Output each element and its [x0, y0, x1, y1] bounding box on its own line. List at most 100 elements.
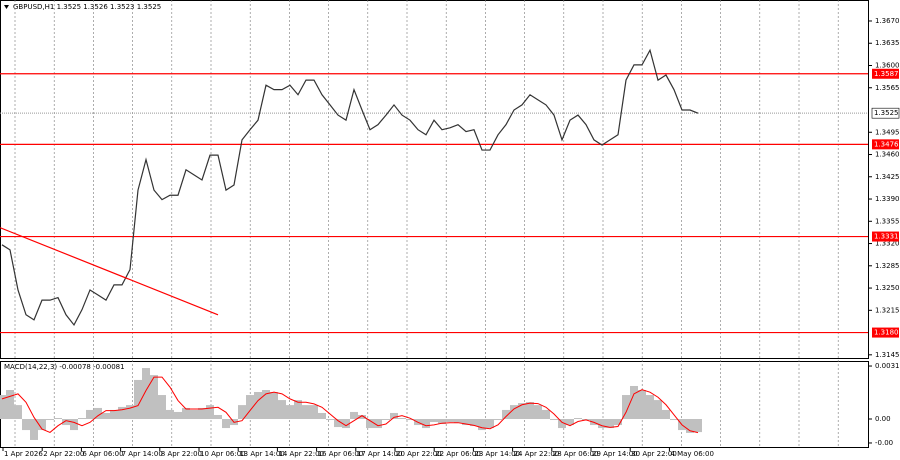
histogram-bar: [102, 412, 110, 420]
histogram-bar: [174, 411, 182, 420]
histogram-bar: [670, 419, 678, 421]
histogram-bar: [486, 419, 494, 429]
y-tick-label: 1.3495: [875, 128, 900, 136]
x-tick-label: 2 Apr 22:00: [43, 450, 84, 458]
histogram-bar: [406, 419, 414, 421]
histogram-bar: [662, 409, 670, 420]
histogram-bar: [542, 409, 550, 420]
y-tick-label: 1.3390: [875, 195, 900, 203]
x-tick-label: 1 Apr 2026: [4, 450, 43, 458]
histogram-bar: [366, 419, 374, 429]
histogram-bar: [606, 419, 614, 429]
histogram-bar: [222, 419, 230, 429]
y-tick-label: 1.3250: [875, 284, 900, 292]
histogram-bar: [206, 405, 214, 420]
x-tick-label: 22 Apr 06:00: [435, 450, 481, 458]
level-label: 1.3476: [874, 140, 899, 148]
histogram-bar: [494, 419, 502, 421]
menu-icon: [4, 5, 9, 9]
histogram-bar: [0, 395, 6, 420]
histogram-bar: [462, 419, 470, 426]
histogram-bar: [6, 390, 14, 420]
histogram-bar: [398, 417, 406, 420]
level-box: [872, 327, 899, 338]
current-price-box: [871, 107, 900, 119]
histogram-bar: [158, 395, 166, 420]
histogram-bar: [166, 409, 174, 420]
histogram-bar: [310, 405, 318, 420]
histogram-bar: [214, 414, 222, 420]
y-tick-label: 1.3320: [875, 240, 900, 248]
x-tick-label: 16 Apr 06:00: [318, 450, 364, 458]
histogram-bar: [374, 419, 382, 429]
histogram-bar: [254, 392, 262, 420]
histogram-bar: [38, 419, 46, 431]
x-tick-label: 24 Apr 22:00: [514, 450, 560, 458]
histogram-bar: [326, 419, 334, 421]
y-tick-label: 1.3565: [875, 84, 900, 92]
histogram-bar: [270, 392, 278, 420]
histogram-bar: [286, 405, 294, 420]
histogram-bar: [470, 419, 478, 427]
histogram-bar: [534, 405, 542, 420]
histogram-bar: [238, 405, 246, 420]
histogram-bar: [510, 405, 518, 420]
histogram-bar: [118, 406, 126, 420]
current-price-label: 1.3525: [874, 109, 899, 117]
y-tick-label: 1.3355: [875, 217, 900, 225]
histogram-bar: [614, 419, 622, 426]
signal-line: [1, 376, 699, 434]
histogram-bar: [598, 419, 606, 429]
x-tick-label: 4 May 06:00: [670, 450, 714, 458]
histogram-bar: [694, 419, 702, 433]
histogram-bar: [150, 375, 158, 420]
x-tick-label: 20 Apr 22:00: [396, 450, 442, 458]
x-tick-label: 8 Apr 22:00: [161, 450, 202, 458]
histogram-bar: [630, 385, 638, 420]
histogram-bar: [278, 400, 286, 420]
macd-title: MACD(14,22,3) -0.00078 -0.00081: [4, 363, 125, 371]
histogram-bar: [622, 395, 630, 420]
y-tick-label: 1.3425: [875, 173, 900, 181]
x-tick-label: 10 Apr 06:00: [200, 450, 246, 458]
histogram-bar: [22, 419, 30, 431]
histogram-bar: [126, 405, 134, 420]
x-tick-label: 28 Apr 06:00: [553, 450, 599, 458]
histogram-bar: [502, 409, 510, 420]
histogram-bar: [558, 419, 566, 429]
trendline: [0, 227, 219, 316]
histogram-bar: [518, 403, 526, 420]
histogram-bar: [198, 407, 206, 420]
y-tick-label: 1.3215: [875, 306, 900, 314]
y-tick-label: 1.3600: [875, 61, 900, 69]
y-tick-label: 1.3285: [875, 262, 900, 270]
histogram-bar: [574, 417, 582, 420]
histogram-bar: [94, 407, 102, 420]
macd-panel: [0, 361, 869, 448]
y-tick-label: 1.3670: [875, 17, 900, 25]
histogram-bar: [302, 405, 310, 420]
histogram-bar: [638, 390, 646, 420]
level-box: [872, 231, 899, 242]
x-tick-label: 29 Apr 14:00: [592, 450, 638, 458]
histogram-bar: [422, 419, 430, 429]
histogram-bar: [54, 417, 62, 420]
y-tick-label: -0.00: [875, 439, 893, 447]
y-tick-label: 1.3145: [875, 351, 900, 359]
histogram-bar: [550, 419, 558, 421]
histogram-bar: [654, 400, 662, 420]
level-label: 1.3331: [874, 233, 899, 241]
histogram-bar: [566, 419, 574, 426]
histogram-bar: [86, 409, 94, 420]
histogram-bar: [46, 419, 54, 421]
histogram-bar: [294, 400, 302, 420]
histogram-bar: [318, 412, 326, 420]
histogram-bar: [30, 419, 38, 440]
histogram-bar: [262, 390, 270, 420]
x-tick-label: 30 Apr 22:00: [631, 450, 677, 458]
histogram-bar: [438, 419, 446, 425]
x-tick-label: 17 Apr 14:00: [357, 450, 403, 458]
histogram-bar: [478, 419, 486, 431]
histogram-bar: [70, 419, 78, 431]
